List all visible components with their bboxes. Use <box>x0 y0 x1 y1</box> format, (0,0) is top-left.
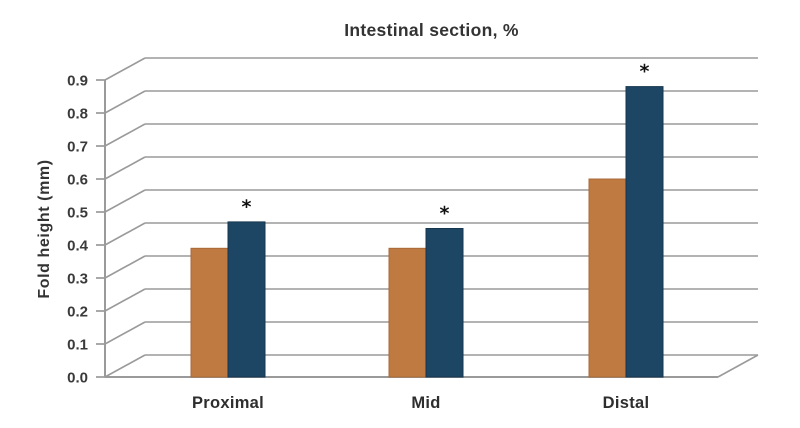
gridline-diagonal <box>104 354 146 378</box>
y-tick-label: 0.3 <box>67 271 88 288</box>
y-tick-label: 0.2 <box>67 304 88 321</box>
gridline-diagonal <box>104 321 146 345</box>
gridline-diagonal <box>104 255 146 279</box>
gridline-diagonal <box>104 57 146 81</box>
y-tick-label: 0.8 <box>67 106 88 123</box>
y-tick-label: 0.9 <box>67 73 88 90</box>
gridline-diagonal <box>104 189 146 213</box>
significance-asterisk: * <box>242 196 252 218</box>
bar-dark-blue-proximal <box>227 221 266 378</box>
gridline-diagonal <box>104 123 146 147</box>
significance-asterisk: * <box>640 61 650 83</box>
bar-orange-proximal <box>190 247 229 378</box>
x-category-label: Distal <box>603 394 650 412</box>
bar-dark-blue-mid <box>425 228 464 378</box>
y-tick-label: 0.4 <box>67 238 89 255</box>
bar-orange-mid <box>388 247 427 378</box>
floor-diagonal <box>717 354 759 378</box>
y-tick-label: 0.1 <box>67 337 88 354</box>
y-tick-label: 0.5 <box>67 205 88 222</box>
y-tick-label: 0.0 <box>67 370 88 387</box>
gridline-diagonal <box>104 90 146 114</box>
y-tick-label: 0.7 <box>67 139 88 156</box>
x-category-label: Proximal <box>192 394 264 412</box>
bar-orange-distal <box>588 178 627 378</box>
chart-title: Intestinal section, % <box>344 20 519 40</box>
x-category-label: Mid <box>411 394 440 412</box>
gridline-diagonal <box>104 288 146 312</box>
gridline-diagonal <box>104 156 146 180</box>
significance-asterisk: * <box>440 203 450 225</box>
bar-dark-blue-distal <box>625 86 664 378</box>
gridline-diagonal <box>104 222 146 246</box>
y-tick-label: 0.6 <box>67 172 88 189</box>
